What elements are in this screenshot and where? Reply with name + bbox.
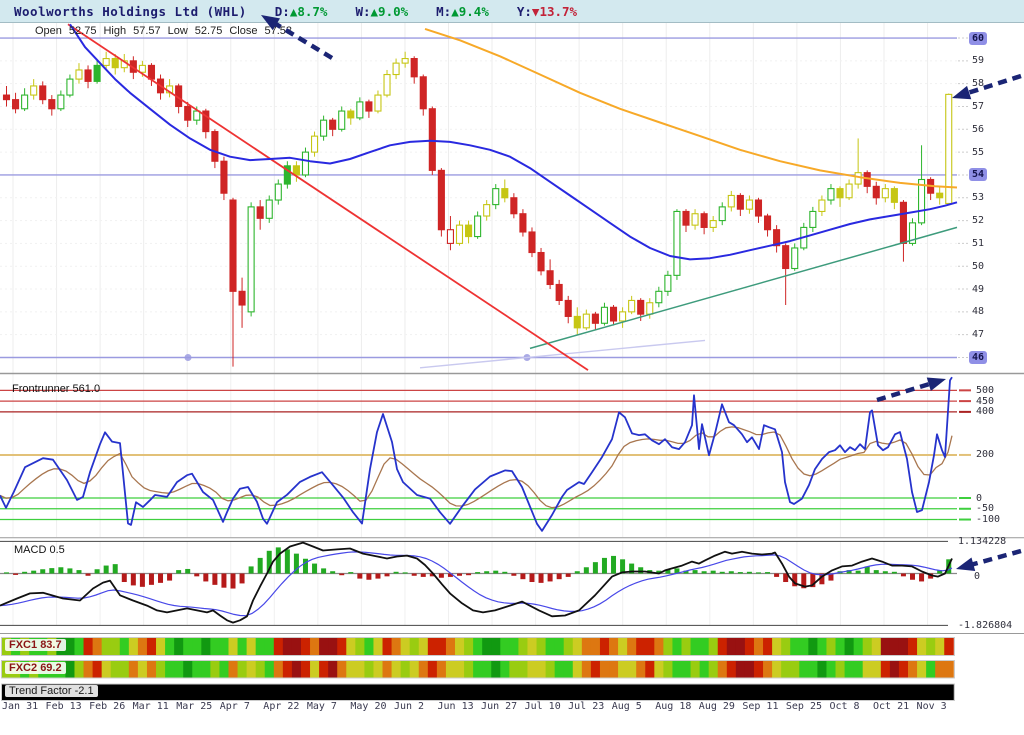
frontrunner-panel — [0, 376, 971, 532]
stat-monthly: M:▲9.4% — [436, 3, 489, 19]
ohlc-low-label: Low — [167, 25, 188, 37]
indicator-strips — [1, 637, 955, 701]
stat-weekly: W:▲9.0% — [355, 3, 409, 19]
ohlc-close-label: Close — [229, 25, 258, 37]
ohlc-open-value: 52.75 — [68, 25, 97, 37]
ohlc-readout: Open 52.75 High 57.57 Low 52.75 Close 57.53 — [35, 25, 292, 37]
stat-daily: D:▲8.7% — [274, 3, 328, 19]
fxc1-strip — [1, 637, 955, 656]
stat-yearly: Y:▼13.7% — [516, 3, 578, 19]
ohlc-close-value: 57.53 — [264, 25, 292, 37]
moving-averages — [67, 23, 958, 371]
instrument-title: Woolworths Holdings Ltd (WHL) — [14, 3, 247, 19]
ohlc-high-label: High — [103, 25, 127, 37]
panel-borders — [0, 372, 1024, 634]
fxc2-strip — [1, 660, 955, 679]
ohlc-high-value: 57.57 — [133, 25, 161, 37]
ohlc-low-value: 52.75 — [194, 25, 223, 37]
trend-factor-strip — [1, 683, 955, 701]
support-resistance-lines — [0, 37, 957, 361]
candlesticks — [2, 51, 953, 367]
grid-lines — [0, 22, 968, 625]
macd-panel — [0, 540, 957, 626]
title-bar: Woolworths Holdings Ltd (WHL) D:▲8.7% W:… — [0, 0, 1024, 23]
ohlc-open-label: Open — [35, 25, 62, 37]
